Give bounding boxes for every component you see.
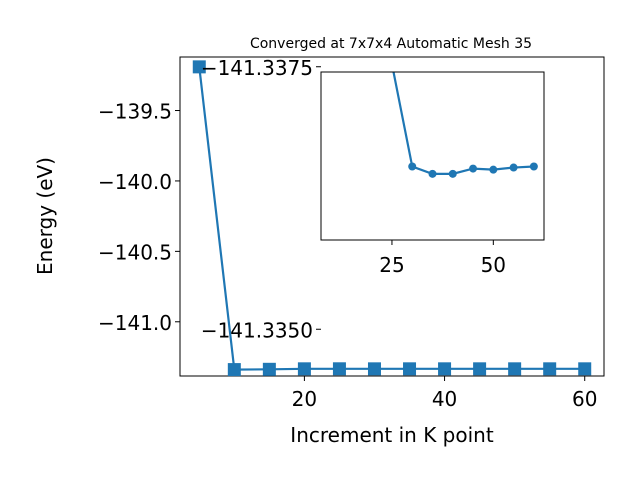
data-point xyxy=(578,362,592,376)
inset-plot-frame xyxy=(320,71,545,241)
inset-data-point xyxy=(489,165,498,174)
data-point xyxy=(508,362,522,376)
y-tick-label: −141.0 xyxy=(98,311,172,335)
inset-x-tick-label: 50 xyxy=(481,253,506,277)
main-series xyxy=(192,60,592,377)
inset-data-point xyxy=(529,162,538,171)
main-x-axis: 20 40 60 xyxy=(292,376,597,411)
main-plot-frame xyxy=(179,56,605,377)
data-point xyxy=(543,362,557,376)
inset-x-axis: 25 50 xyxy=(379,240,506,277)
data-point xyxy=(367,362,381,376)
inset-data-point xyxy=(509,163,518,172)
data-point xyxy=(438,362,452,376)
inset-y-axis: −141.3375 −141.3350 xyxy=(201,56,321,342)
inset-data-point xyxy=(448,169,457,178)
data-point xyxy=(403,362,417,376)
chart-title: Converged at 7x7x4 Automatic Mesh 35 xyxy=(250,36,532,52)
inset-x-tick-label: 25 xyxy=(379,253,404,277)
main-y-axis: −139.5 −140.0 −140.5 −141.0 xyxy=(98,100,180,335)
y-tick-label: −140.5 xyxy=(98,240,172,264)
data-point xyxy=(262,362,276,376)
data-point xyxy=(473,362,487,376)
inset-series xyxy=(392,72,538,178)
data-point xyxy=(192,60,206,74)
y-axis-label: Energy (eV) xyxy=(33,157,57,275)
data-point xyxy=(227,363,241,377)
inset-data-point xyxy=(428,169,437,178)
inset-data-point xyxy=(408,162,417,171)
data-point xyxy=(332,362,346,376)
x-tick-label: 60 xyxy=(572,387,597,411)
y-tick-label: −139.5 xyxy=(98,100,172,124)
x-tick-label: 40 xyxy=(432,387,457,411)
x-axis-label: Increment in K point xyxy=(290,423,494,447)
inset-y-tick-label: −141.3350 xyxy=(201,318,313,342)
inset-plot-background xyxy=(321,72,544,240)
y-tick-label: −140.0 xyxy=(98,170,172,194)
x-tick-label: 20 xyxy=(292,387,317,411)
inset-y-tick-label: −141.3375 xyxy=(201,56,313,80)
inset-data-point xyxy=(469,164,478,173)
data-point xyxy=(297,362,311,376)
